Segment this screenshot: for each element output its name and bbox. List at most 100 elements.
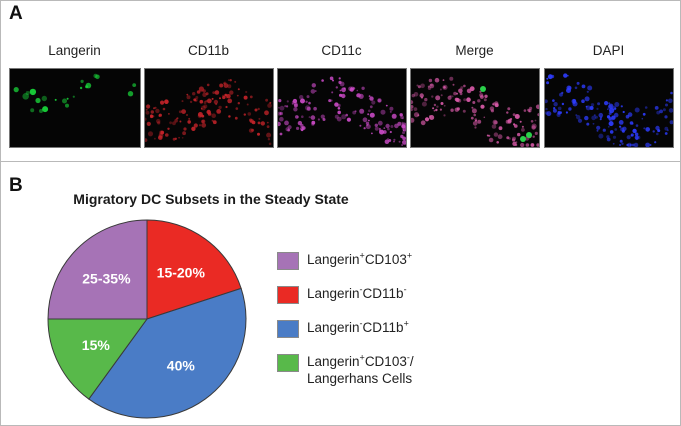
- fluorescence-spot: [154, 137, 156, 140]
- fluorescence-spot: [320, 114, 325, 119]
- fluorescence-spot: [497, 134, 503, 140]
- fluorescence-spot: [442, 79, 445, 81]
- pie-slice: [47, 219, 148, 320]
- fluorescence-spot: [664, 132, 668, 135]
- fluorescence-spot: [514, 124, 518, 128]
- fluorescence-spot: [198, 124, 202, 127]
- fluorescence-spot: [401, 144, 403, 146]
- micrograph-cd11c: [277, 68, 407, 148]
- fluorescence-spot: [267, 103, 272, 108]
- micrograph-cd11b: [144, 68, 274, 148]
- fluorescence-spot: [237, 102, 240, 105]
- fluorescence-spot: [571, 98, 577, 104]
- fluorescence-spot: [257, 121, 261, 125]
- fluorescence-spot: [451, 95, 454, 98]
- fluorescence-spot: [393, 138, 396, 141]
- pie-slice-label: 15-20%: [157, 265, 206, 281]
- fluorescence-spot: [656, 132, 659, 136]
- fluorescence-spot: [546, 77, 549, 80]
- fluorescence-spot: [463, 84, 466, 88]
- fluorescence-spot: [363, 127, 366, 130]
- fluorescence-spot: [211, 97, 214, 100]
- fluorescence-spot: [95, 74, 100, 80]
- fluorescence-spot: [127, 91, 134, 97]
- fluorescence-spot: [186, 95, 191, 100]
- fluorescence-spot: [172, 137, 176, 141]
- fluorescence-spot: [398, 140, 401, 143]
- fluorescence-spot: [251, 128, 255, 132]
- fluorescence-spot: [362, 117, 368, 123]
- fluorescence-spot: [266, 121, 269, 124]
- fluorescence-spot: [431, 95, 434, 98]
- micrograph-merge: [410, 68, 540, 148]
- fluorescence-spot: [530, 120, 534, 123]
- fluorescence-spot: [201, 122, 207, 128]
- fluorescence-spot: [365, 121, 370, 125]
- fluorescence-spot: [286, 105, 289, 108]
- fluorescence-spot: [146, 121, 151, 126]
- fluorescence-spot: [257, 107, 260, 111]
- fluorescence-spot: [443, 104, 446, 107]
- fluorescence-spot: [514, 114, 520, 119]
- fluorescence-spot: [201, 119, 205, 124]
- fluorescence-spot: [335, 86, 338, 89]
- fluorescence-spot: [389, 110, 392, 113]
- fluorescence-spot: [245, 90, 248, 94]
- fluorescence-spot: [227, 98, 233, 104]
- fluorescence-spot: [662, 108, 666, 112]
- fluorescence-spot: [201, 119, 206, 124]
- fluorescence-spot: [193, 98, 197, 102]
- fluorescence-spot: [145, 138, 148, 142]
- fluorescence-spot: [278, 121, 281, 127]
- fluorescence-spot: [629, 143, 632, 147]
- fluorescence-spot: [39, 109, 43, 113]
- fluorescence-spot: [641, 117, 644, 120]
- fluorescence-spot: [268, 142, 272, 146]
- fluorescence-spot: [620, 105, 623, 108]
- fluorescence-spot: [433, 103, 437, 107]
- fluorescence-spot: [359, 124, 362, 127]
- fluorescence-spot: [269, 101, 272, 104]
- fluorescence-spot: [219, 97, 221, 100]
- fluorescence-spot: [383, 127, 386, 129]
- fluorescence-spot: [472, 121, 478, 126]
- fluorescence-spot: [420, 83, 425, 89]
- fluorescence-spot: [546, 111, 552, 117]
- fluorescence-spot: [389, 106, 394, 111]
- fluorescence-spot: [665, 99, 668, 102]
- fluorescence-spot: [310, 89, 316, 94]
- fluorescence-spot: [339, 89, 342, 92]
- fluorescence-spot: [520, 142, 525, 147]
- fluorescence-spot: [378, 128, 381, 130]
- fluorescence-spot: [354, 110, 357, 113]
- fluorescence-spot: [317, 118, 320, 121]
- fluorescence-spot: [575, 114, 578, 117]
- fluorescence-spot: [341, 93, 346, 99]
- fluorescence-spot: [596, 125, 601, 130]
- fluorescence-spot: [186, 114, 188, 116]
- fluorescence-spot: [598, 133, 604, 139]
- fluorescence-spot: [234, 80, 237, 83]
- fluorescence-spot: [440, 94, 443, 97]
- fluorescence-spot: [279, 105, 285, 111]
- fluorescence-spot: [630, 134, 633, 137]
- fluorescence-spot: [607, 108, 609, 110]
- fluorescence-spot: [612, 135, 617, 139]
- fluorescence-spot: [506, 136, 510, 140]
- fluorescence-spot: [609, 110, 612, 113]
- fluorescence-spot: [424, 97, 428, 102]
- fluorescence-spot: [72, 95, 75, 98]
- legend-swatch: [277, 252, 299, 270]
- fluorescence-spot: [612, 142, 615, 145]
- fluorescence-spot: [411, 105, 414, 109]
- fluorescence-spot: [25, 91, 30, 95]
- fluorescence-spot: [411, 93, 415, 98]
- fluorescence-spot: [429, 117, 431, 119]
- legend-label: Langerin-CD11b-: [307, 284, 407, 301]
- fluorescence-spot: [214, 90, 220, 95]
- fluorescence-spot: [178, 136, 180, 139]
- fluorescence-spot: [634, 135, 639, 140]
- fluorescence-spot: [172, 121, 176, 126]
- fluorescence-spot: [249, 95, 253, 99]
- fluorescence-spot: [552, 108, 557, 113]
